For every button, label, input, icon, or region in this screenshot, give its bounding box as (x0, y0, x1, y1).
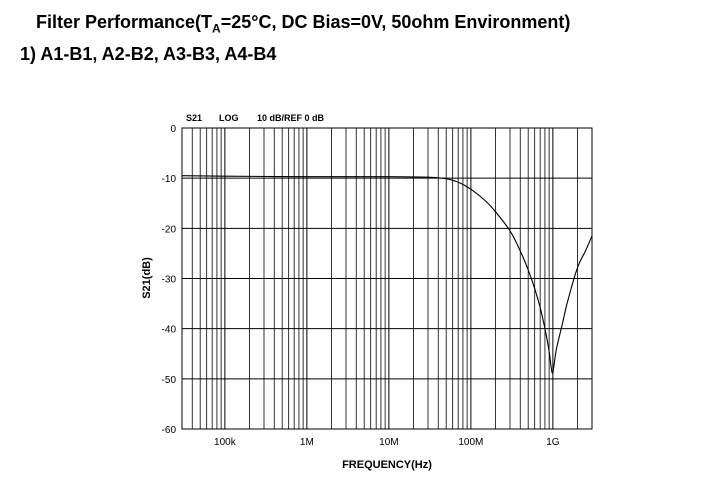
y-tick-label: -30 (162, 275, 177, 286)
x-tick-label: 100k (214, 437, 237, 448)
y-tick-label: -10 (162, 174, 177, 185)
y-axis-title: S21(dB) (141, 257, 153, 299)
header-scale-label: LOG (219, 113, 239, 123)
x-axis-title: FREQUENCY(Hz) (342, 459, 432, 471)
y-tick-label: -20 (162, 224, 177, 235)
x-tick-label: 1M (300, 437, 314, 448)
y-tick-label: 0 (170, 124, 176, 135)
tick-labels: 100k 1M 10M 100M 1G 0 -10 -20 -30 -40 -50 -60 (162, 124, 560, 448)
heading-prefix: Filter Performance(T (36, 12, 213, 32)
x-tick-label: 1G (546, 437, 560, 448)
plot-frame (181, 127, 593, 430)
y-tick-label: -40 (162, 325, 177, 336)
header-param-label: S21 (186, 113, 202, 123)
x-tick-label: 10M (379, 437, 398, 448)
chart-subheading: 1) A1-B1, A2-B2, A3-B3, A4-B4 (20, 44, 277, 64)
grid (182, 128, 592, 429)
y-tick-label: -60 (162, 425, 177, 436)
chart-heading: Filter Performance(TA=25°C, DC Bias=0V, … (36, 12, 570, 36)
heading-suffix: =25°C, DC Bias=0V, 50ohm Environment) (220, 12, 571, 32)
s21-series-line (181, 175, 593, 374)
y-tick-label: -50 (162, 375, 177, 386)
heading-subscript: A (212, 21, 221, 36)
header-ref-label: 10 dB/REF 0 dB (257, 113, 325, 123)
x-tick-label: 100M (458, 437, 483, 448)
